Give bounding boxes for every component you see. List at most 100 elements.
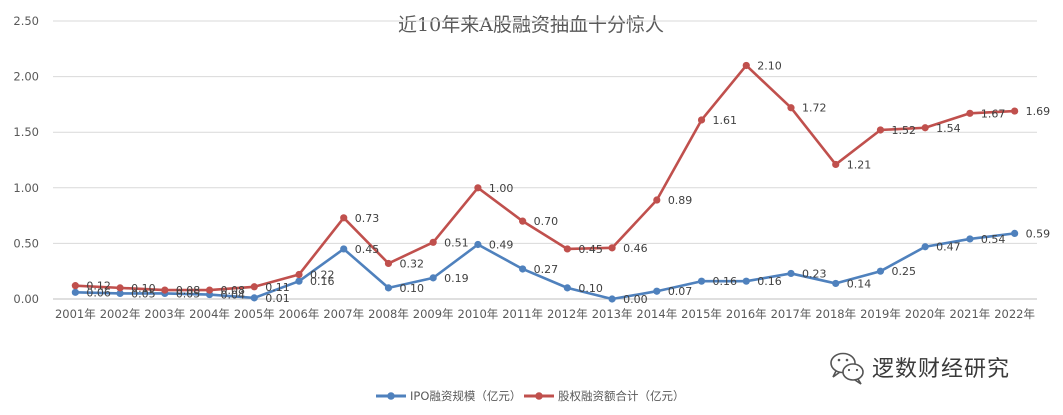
series-line-1 bbox=[75, 64, 1015, 292]
data-label: 0.45 bbox=[355, 243, 380, 256]
data-point bbox=[295, 270, 303, 279]
data-label: 2.10 bbox=[757, 59, 782, 72]
data-label: 0.01 bbox=[265, 292, 290, 305]
x-tick-label: 2009年 bbox=[413, 307, 454, 321]
data-point bbox=[966, 235, 974, 243]
data-point bbox=[340, 214, 348, 222]
data-label: 0.10 bbox=[399, 282, 424, 295]
data-point bbox=[1011, 107, 1019, 115]
data-label: 0.14 bbox=[847, 277, 872, 290]
data-label: 1.67 bbox=[981, 107, 1006, 120]
data-label: 0.04 bbox=[221, 289, 246, 302]
data-point bbox=[563, 245, 571, 253]
x-tick-label: 2001年 bbox=[55, 307, 96, 321]
series-lines bbox=[71, 61, 1019, 303]
y-tick-label: 0.00 bbox=[13, 292, 39, 306]
x-tick-label: 2011年 bbox=[502, 307, 543, 321]
data-label: 0.07 bbox=[668, 285, 693, 298]
data-point bbox=[608, 295, 616, 303]
data-label: 1.54 bbox=[936, 122, 961, 135]
data-label: 0.16 bbox=[713, 275, 738, 288]
wechat-icon bbox=[830, 352, 864, 385]
data-point bbox=[429, 238, 437, 246]
data-point bbox=[384, 284, 393, 292]
chart-title: 近10年来A股融资抽血十分惊人 bbox=[398, 14, 664, 36]
data-point bbox=[384, 259, 393, 268]
x-tick-label: 2008年 bbox=[368, 307, 409, 321]
x-tick-label: 2005年 bbox=[234, 307, 275, 321]
data-label: 0.16 bbox=[310, 275, 335, 288]
data-point bbox=[474, 184, 482, 192]
series-line-0 bbox=[75, 232, 1015, 301]
x-tick-label: 2002年 bbox=[100, 307, 141, 321]
data-label: 0.32 bbox=[399, 257, 424, 270]
data-label: 0.46 bbox=[623, 242, 648, 255]
data-point bbox=[250, 294, 258, 302]
data-point bbox=[921, 243, 929, 251]
data-label: 0.59 bbox=[1026, 227, 1051, 240]
legend-marker-ipo bbox=[387, 392, 395, 400]
data-label: 1.72 bbox=[802, 102, 827, 115]
data-label: 0.19 bbox=[444, 272, 469, 285]
data-label: 0.70 bbox=[534, 215, 559, 228]
data-label: 0.54 bbox=[981, 233, 1006, 246]
data-point bbox=[697, 116, 706, 124]
data-point bbox=[966, 109, 974, 117]
data-labels: 0.06 0.05 0.05 0.04 0.01 0.16 0.45 0.10 0.19 0.49… bbox=[86, 59, 1050, 306]
data-label: 0.10 bbox=[578, 282, 603, 295]
data-point bbox=[205, 286, 214, 294]
data-point bbox=[832, 160, 840, 169]
data-label: 0.10 bbox=[131, 282, 156, 295]
data-label: 0.08 bbox=[221, 284, 246, 297]
data-label: 0.16 bbox=[757, 275, 782, 288]
data-label: 0.11 bbox=[265, 281, 290, 294]
data-label: 0.06 bbox=[86, 286, 111, 299]
data-point bbox=[653, 287, 661, 295]
data-label: 0.49 bbox=[489, 239, 513, 252]
x-tick-label: 2016年 bbox=[726, 307, 767, 321]
x-axis-ticks: 2001年 2002年 2003年 2004年 2005年 2006年 2007年 2008年… bbox=[55, 307, 1035, 321]
data-label: 0.05 bbox=[176, 287, 201, 300]
data-label: 1.21 bbox=[847, 158, 872, 171]
data-label: 0.89 bbox=[668, 194, 693, 207]
legend-label-equity: 股权融资额合计（亿元） bbox=[558, 389, 685, 403]
data-point bbox=[563, 284, 571, 292]
watermark: 逻数财经研究 bbox=[830, 352, 1010, 385]
x-tick-label: 2004年 bbox=[189, 307, 230, 321]
y-tick-label: 1.00 bbox=[13, 181, 39, 195]
x-tick-label: 2014年 bbox=[636, 307, 677, 321]
data-point bbox=[116, 289, 124, 298]
data-label: 0.25 bbox=[891, 265, 916, 278]
data-point bbox=[787, 269, 795, 278]
data-label: 0.23 bbox=[802, 267, 827, 280]
x-tick-label: 2006年 bbox=[279, 307, 320, 321]
data-point bbox=[921, 124, 929, 132]
data-label: 0.08 bbox=[176, 284, 201, 297]
data-label: 0.12 bbox=[86, 280, 111, 293]
data-label: 0.00 bbox=[623, 293, 648, 306]
x-tick-label: 2022年 bbox=[994, 307, 1035, 321]
data-label: 0.51 bbox=[444, 236, 469, 249]
data-point bbox=[697, 277, 706, 285]
data-point bbox=[742, 61, 750, 70]
watermark-text: 逻数财经研究 bbox=[872, 357, 1010, 382]
x-tick-label: 2019年 bbox=[860, 307, 901, 321]
data-label: 0.27 bbox=[534, 263, 559, 276]
x-tick-label: 2003年 bbox=[144, 307, 185, 321]
x-tick-label: 2012年 bbox=[547, 307, 588, 321]
gridlines bbox=[53, 20, 1037, 300]
data-point bbox=[340, 245, 348, 253]
y-tick-label: 2.00 bbox=[13, 70, 39, 84]
data-point bbox=[116, 284, 124, 292]
legend-item-equity: 股权融资额合计（亿元） bbox=[524, 389, 685, 403]
x-tick-label: 2013年 bbox=[592, 307, 633, 321]
data-label: 0.22 bbox=[310, 269, 335, 282]
data-point bbox=[161, 286, 169, 294]
x-tick-label: 2010年 bbox=[458, 307, 499, 321]
data-point bbox=[1011, 229, 1019, 237]
data-point bbox=[71, 288, 79, 296]
data-point bbox=[653, 196, 661, 204]
data-point bbox=[876, 126, 885, 134]
data-label: 1.52 bbox=[891, 124, 916, 137]
